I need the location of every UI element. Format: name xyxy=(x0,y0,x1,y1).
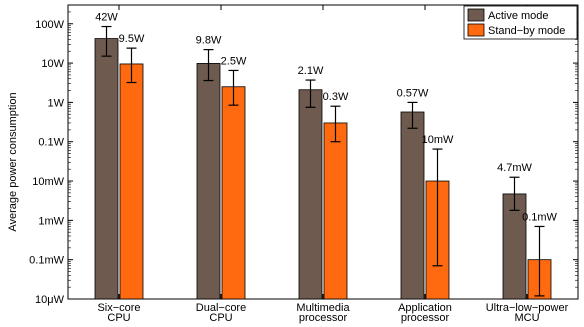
y-tick-label: 10W xyxy=(41,58,64,70)
data-label: 0.1mW xyxy=(522,211,557,223)
x-tick-label: CPU xyxy=(209,312,232,324)
data-label: 4.7mW xyxy=(497,162,532,174)
bar xyxy=(298,89,323,300)
y-axis-title: Average power consumption xyxy=(7,92,19,231)
bar xyxy=(221,86,246,300)
data-label: 9.5W xyxy=(119,33,145,45)
x-tick-label: Application xyxy=(398,302,452,314)
legend-label: Stand−by mode xyxy=(488,25,565,37)
y-tick-label: 0.1W xyxy=(38,137,64,149)
x-tick-label: CPU xyxy=(107,312,130,324)
bar xyxy=(400,111,425,300)
y-tick-label: 0.1mW xyxy=(29,255,64,267)
bar xyxy=(119,63,144,300)
data-label: 42W xyxy=(95,12,118,24)
bar xyxy=(323,122,348,300)
y-tick-label: 1W xyxy=(48,97,65,109)
legend-swatch xyxy=(467,8,485,22)
legend-swatch xyxy=(467,23,485,37)
data-label: 10mW xyxy=(422,134,454,146)
y-tick-label: 100W xyxy=(35,19,64,31)
x-tick-label: MCU xyxy=(514,312,539,324)
bar xyxy=(196,63,221,300)
data-label: 0.3W xyxy=(323,91,349,103)
x-tick-label: Multimedia xyxy=(296,302,350,314)
x-tick-label: Ultra−low−power xyxy=(486,302,569,314)
data-label: 2.1W xyxy=(298,65,324,77)
x-tick-label: processor xyxy=(401,312,450,324)
y-tick-label: 10μW xyxy=(35,294,65,306)
x-tick-label: processor xyxy=(299,312,348,324)
y-tick-label: 10mW xyxy=(32,176,64,188)
data-label: 9.8W xyxy=(196,35,222,47)
x-tick-label: Six−core xyxy=(97,302,140,314)
data-label: 0.57W xyxy=(397,87,429,99)
x-tick-label: Dual−core xyxy=(196,302,246,314)
y-tick-label: 1mW xyxy=(38,215,64,227)
bar xyxy=(94,38,119,300)
data-label: 2.5W xyxy=(221,55,247,67)
plot-area: 100W10W1W0.1W10mW1mW0.1mW10μWSix−coreCPU… xyxy=(29,4,579,324)
plot-frame xyxy=(67,4,579,300)
legend-label: Active mode xyxy=(488,10,549,22)
